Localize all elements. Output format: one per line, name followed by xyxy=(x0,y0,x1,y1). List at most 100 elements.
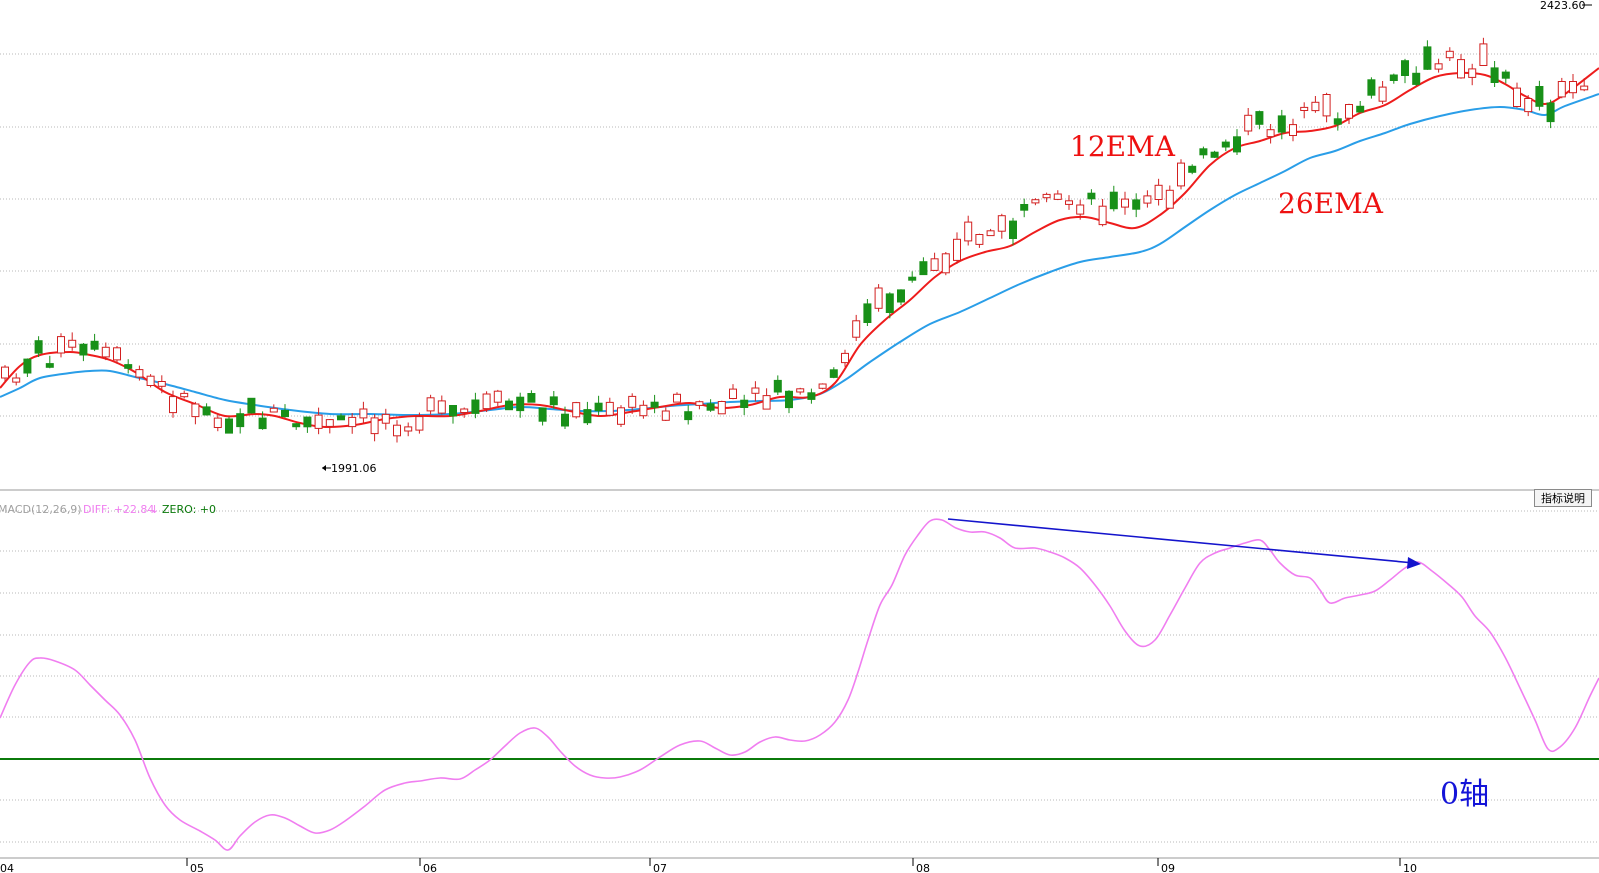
candle-body xyxy=(1109,191,1118,210)
candle-body xyxy=(1300,106,1309,112)
candle-body xyxy=(1009,220,1017,240)
candle-body xyxy=(157,381,166,387)
x-tick-label: 07 xyxy=(653,862,667,873)
candle-body xyxy=(1143,195,1152,204)
candle-body xyxy=(202,406,211,416)
candle-body xyxy=(45,363,54,368)
candle-body xyxy=(628,395,637,408)
candle-body xyxy=(1322,94,1331,117)
candle-body xyxy=(818,383,827,389)
ema26-annotation: 26EMA xyxy=(1278,187,1384,220)
macd-diff-arrow: ↓ xyxy=(150,503,159,516)
candle-body xyxy=(1053,193,1062,200)
candle-body xyxy=(449,405,457,417)
candle-body xyxy=(997,215,1006,232)
candle-body xyxy=(572,402,581,418)
candle-body xyxy=(404,426,413,432)
candle-body xyxy=(1132,199,1141,210)
candle-body xyxy=(605,401,614,416)
candle-body xyxy=(762,395,771,410)
candle-body xyxy=(415,416,424,431)
candle-body xyxy=(1177,162,1185,187)
candle-body xyxy=(617,407,625,425)
candle-body xyxy=(370,417,379,435)
candle-body xyxy=(1412,72,1421,85)
candle-body xyxy=(717,401,726,415)
candle-body xyxy=(225,418,233,434)
candle-body xyxy=(863,303,872,323)
candle-body xyxy=(1389,74,1398,81)
zero-axis-annotation: 0轴 xyxy=(1440,777,1489,812)
candle-body xyxy=(1580,85,1589,91)
candle-body xyxy=(146,375,155,387)
candle-body xyxy=(1356,105,1365,113)
candle-body xyxy=(538,407,547,422)
candle-body xyxy=(1244,114,1253,132)
x-tick-label: 05 xyxy=(190,862,204,873)
candle-body xyxy=(953,238,961,261)
candle-body xyxy=(751,387,760,394)
candle-body xyxy=(1,366,9,379)
candle-body xyxy=(549,396,558,406)
candle-body xyxy=(930,258,939,271)
candle-body xyxy=(68,339,77,348)
candle-body xyxy=(1154,184,1163,201)
high-price-label: 2423.60 xyxy=(1540,0,1586,12)
grid-lines xyxy=(0,53,1599,843)
candle-body xyxy=(1367,79,1376,96)
candle-body xyxy=(852,320,861,338)
candle-body xyxy=(1266,129,1275,138)
candle-body xyxy=(337,415,345,421)
candle-body xyxy=(650,401,659,408)
ema12-series xyxy=(0,67,1599,429)
candle-body xyxy=(1546,102,1555,123)
candle-body xyxy=(1289,124,1297,136)
candle-body xyxy=(348,416,357,428)
candle-body xyxy=(1020,204,1029,211)
candle-body xyxy=(1423,46,1432,70)
candle-body xyxy=(124,364,133,369)
candle-body xyxy=(1479,43,1488,67)
candle-body xyxy=(303,416,312,428)
candle-body xyxy=(1233,136,1241,153)
indicator-help-button[interactable]: 指标说明 xyxy=(1534,489,1592,507)
candle-body xyxy=(1445,50,1454,59)
candle-body xyxy=(561,413,569,427)
candle-body xyxy=(79,343,88,356)
candle-body xyxy=(1199,148,1208,156)
candle-body xyxy=(1221,141,1230,148)
candle-body xyxy=(101,346,110,358)
candle-body xyxy=(213,417,222,429)
candle-body xyxy=(12,377,21,383)
low-price-arrowhead xyxy=(322,465,326,471)
candle-body xyxy=(1311,101,1320,112)
divergence-arrowhead xyxy=(1407,557,1421,569)
candle-body xyxy=(180,392,189,398)
candle-body xyxy=(1457,59,1465,79)
candle-body xyxy=(695,401,704,406)
macd-panel xyxy=(0,518,1599,851)
candle-body xyxy=(493,390,502,403)
candle-body xyxy=(1535,86,1544,107)
macd-diff-label: DIFF: +22.84 xyxy=(83,503,154,516)
candle-body xyxy=(1188,165,1197,173)
candle-body xyxy=(437,400,446,414)
candle-body xyxy=(1345,104,1353,119)
ema26-line xyxy=(0,93,1599,417)
candle-body xyxy=(135,369,144,378)
candle-body xyxy=(807,392,816,400)
x-tick-label: 08 xyxy=(916,862,930,873)
candle-body xyxy=(841,352,849,364)
candlestick-series xyxy=(1,37,1589,443)
candle-body xyxy=(258,417,267,430)
candle-body xyxy=(169,396,177,414)
candle-body xyxy=(639,404,648,417)
candle-body xyxy=(359,408,368,419)
candle-body xyxy=(1087,192,1096,200)
candle-body xyxy=(986,230,995,237)
candle-body xyxy=(796,388,805,393)
candle-body xyxy=(1378,86,1387,102)
low-price-label: 1991.06 xyxy=(331,462,377,475)
candle-body xyxy=(527,393,536,403)
candle-body xyxy=(1210,151,1219,158)
